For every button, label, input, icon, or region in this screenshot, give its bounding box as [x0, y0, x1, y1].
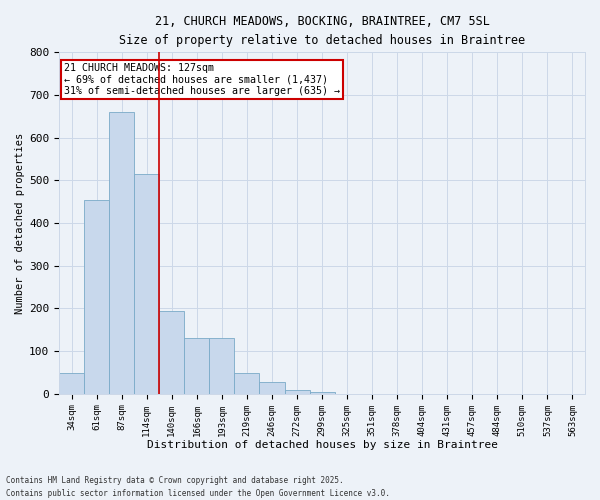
Bar — [310, 392, 335, 394]
Bar — [109, 112, 134, 394]
Bar — [184, 338, 209, 394]
Bar — [235, 372, 259, 394]
X-axis label: Distribution of detached houses by size in Braintree: Distribution of detached houses by size … — [146, 440, 497, 450]
Bar — [134, 174, 160, 394]
Bar — [84, 200, 109, 394]
Bar — [59, 372, 84, 394]
Text: Contains HM Land Registry data © Crown copyright and database right 2025.
Contai: Contains HM Land Registry data © Crown c… — [6, 476, 390, 498]
Text: 21 CHURCH MEADOWS: 127sqm
← 69% of detached houses are smaller (1,437)
31% of se: 21 CHURCH MEADOWS: 127sqm ← 69% of detac… — [64, 62, 340, 96]
Title: 21, CHURCH MEADOWS, BOCKING, BRAINTREE, CM7 5SL
Size of property relative to det: 21, CHURCH MEADOWS, BOCKING, BRAINTREE, … — [119, 15, 525, 47]
Bar — [259, 382, 284, 394]
Y-axis label: Number of detached properties: Number of detached properties — [15, 132, 25, 314]
Bar — [209, 338, 235, 394]
Bar — [160, 312, 184, 394]
Bar — [284, 390, 310, 394]
